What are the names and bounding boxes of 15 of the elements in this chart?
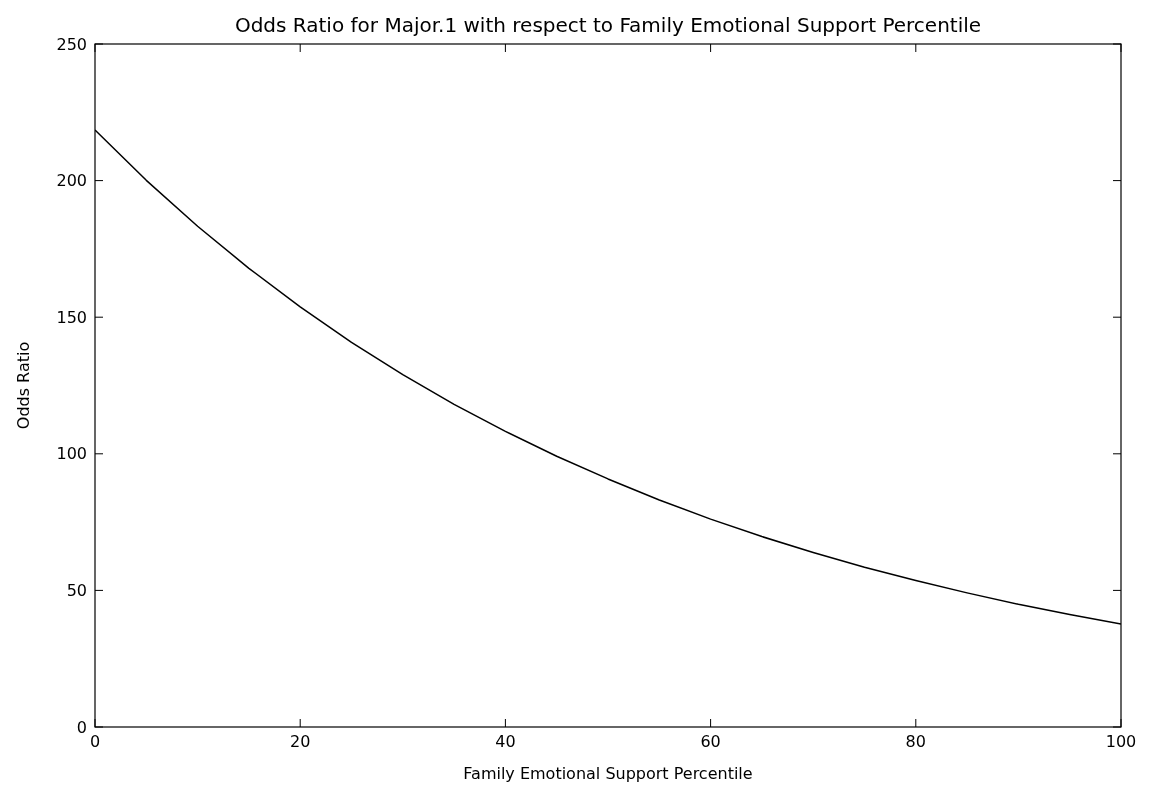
x-tick-label: 60 — [700, 732, 721, 751]
x-tick-label: 40 — [495, 732, 516, 751]
y-tick-label: 0 — [76, 717, 87, 737]
x-tick-label: 80 — [905, 732, 926, 751]
y-tick-label: 100 — [56, 444, 87, 464]
x-axis-title: Family Emotional Support Percentile — [463, 764, 753, 783]
y-tick-label: 250 — [56, 34, 87, 54]
x-tick-label: 100 — [1105, 732, 1137, 751]
x-tick-label: 0 — [89, 732, 101, 751]
y-tick-label: 50 — [66, 581, 87, 600]
x-tick-label: 20 — [290, 732, 311, 751]
y-tick-label: 150 — [56, 307, 87, 327]
y-tick-label: 200 — [56, 171, 87, 191]
y-axis-title: Odds Ratio — [14, 341, 33, 430]
chart-title: Odds Ratio for Major.1 with respect to Family Emotional Support Percentile — [234, 13, 982, 37]
